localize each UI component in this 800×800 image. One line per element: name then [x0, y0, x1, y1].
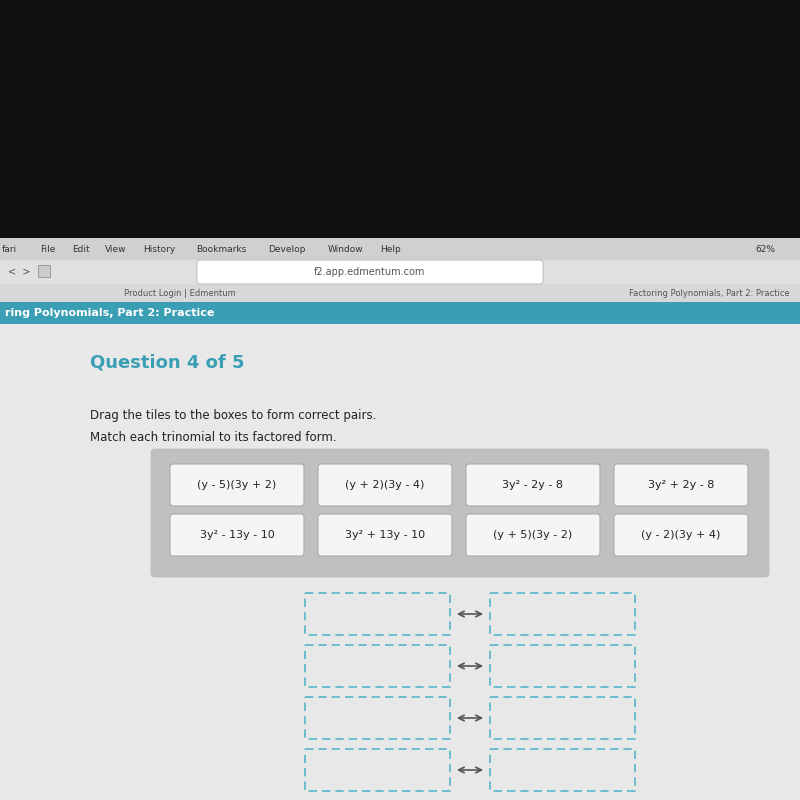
Text: <  >: < >	[8, 267, 30, 277]
Text: Question 4 of 5: Question 4 of 5	[90, 354, 245, 372]
Text: 3y² + 2y - 8: 3y² + 2y - 8	[648, 480, 714, 490]
Bar	[305, 593, 450, 635]
Text: Help: Help	[380, 245, 401, 254]
Bar	[490, 697, 635, 739]
Text: Window: Window	[328, 245, 364, 254]
Bar	[0, 302, 800, 324]
Bar	[490, 749, 635, 791]
Text: Develop: Develop	[268, 245, 306, 254]
Bar	[305, 645, 450, 687]
Bar	[305, 749, 450, 791]
FancyBboxPatch shape	[318, 514, 452, 556]
FancyBboxPatch shape	[614, 464, 748, 506]
Text: ring Polynomials, Part 2: Practice: ring Polynomials, Part 2: Practice	[5, 308, 214, 318]
Text: Edit: Edit	[72, 245, 90, 254]
Bar	[490, 645, 635, 687]
FancyBboxPatch shape	[318, 464, 452, 506]
Text: (y - 5)(3y + 2): (y - 5)(3y + 2)	[198, 480, 277, 490]
Bar	[490, 593, 635, 635]
Text: 3y² - 13y - 10: 3y² - 13y - 10	[200, 530, 274, 540]
Text: f2.app.edmentum.com: f2.app.edmentum.com	[314, 267, 426, 277]
Text: Match each trinomial to its factored form.: Match each trinomial to its factored for…	[90, 431, 337, 444]
FancyBboxPatch shape	[170, 464, 304, 506]
Text: 3y² + 13y - 10: 3y² + 13y - 10	[345, 530, 425, 540]
Text: Product Login | Edmentum: Product Login | Edmentum	[124, 289, 236, 298]
FancyBboxPatch shape	[151, 449, 769, 577]
Bar	[0, 260, 800, 284]
Text: (y + 2)(3y - 4): (y + 2)(3y - 4)	[346, 480, 425, 490]
Text: 3y² - 2y - 8: 3y² - 2y - 8	[502, 480, 563, 490]
Bar	[305, 697, 450, 739]
Bar	[0, 324, 800, 800]
Bar	[0, 238, 800, 800]
Bar	[0, 284, 800, 302]
Text: (y - 2)(3y + 4): (y - 2)(3y + 4)	[642, 530, 721, 540]
Text: 62%: 62%	[755, 245, 775, 254]
Bar	[38, 265, 50, 277]
Text: Drag the tiles to the boxes to form correct pairs.: Drag the tiles to the boxes to form corr…	[90, 409, 376, 422]
Text: View: View	[105, 245, 126, 254]
Text: (y + 5)(3y - 2): (y + 5)(3y - 2)	[494, 530, 573, 540]
FancyBboxPatch shape	[614, 514, 748, 556]
Text: Bookmarks: Bookmarks	[196, 245, 246, 254]
Text: Factoring Polynomials, Part 2: Practice: Factoring Polynomials, Part 2: Practice	[630, 289, 790, 298]
FancyBboxPatch shape	[197, 260, 543, 284]
Text: fari: fari	[2, 245, 17, 254]
Text: File: File	[40, 245, 55, 254]
FancyBboxPatch shape	[170, 514, 304, 556]
FancyBboxPatch shape	[466, 514, 600, 556]
Bar	[0, 238, 800, 260]
Text: History: History	[143, 245, 175, 254]
FancyBboxPatch shape	[466, 464, 600, 506]
